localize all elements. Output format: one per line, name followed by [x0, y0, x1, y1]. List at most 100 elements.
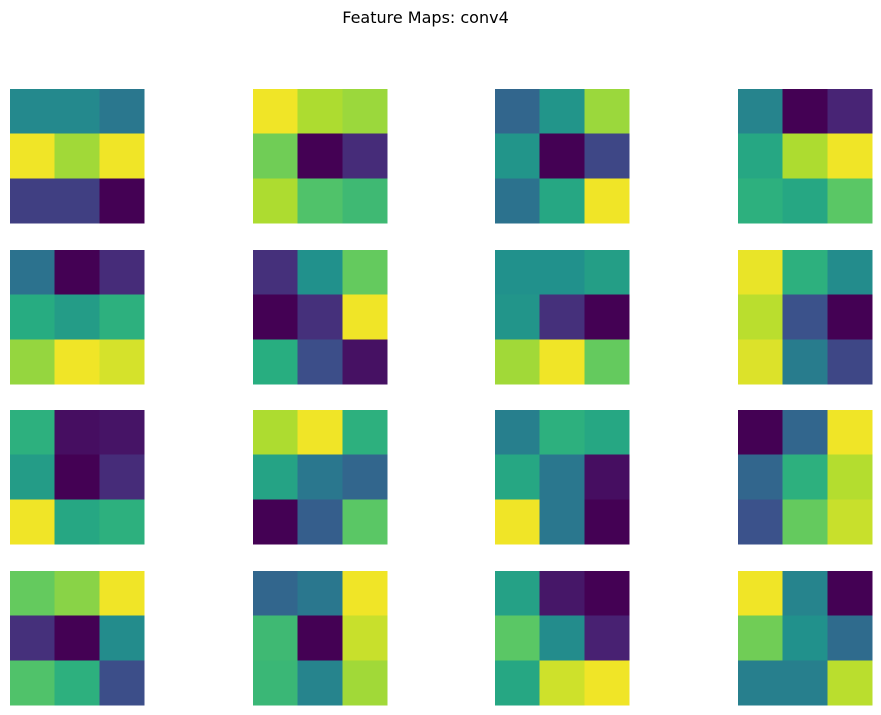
heatmap-cell: [782, 454, 828, 500]
heatmap-cell: [495, 339, 541, 385]
heatmap-cell: [584, 133, 630, 179]
heatmap-cell: [495, 660, 541, 706]
heatmap-cell: [99, 178, 145, 224]
heatmap-cell: [584, 250, 630, 296]
heatmap-cell: [99, 294, 145, 340]
heatmap-cell: [539, 294, 585, 340]
heatmap-cell: [342, 615, 388, 661]
heatmap-cell: [782, 571, 828, 617]
heatmap-cell: [54, 89, 100, 135]
heatmap-cell: [539, 454, 585, 500]
heatmap-cell: [827, 89, 873, 135]
heatmap-cell: [253, 571, 299, 617]
heatmap-cell: [584, 294, 630, 340]
heatmap-cell: [495, 454, 541, 500]
heatmap-cell: [297, 250, 343, 296]
heatmap-cell: [10, 410, 56, 456]
heatmap-cell: [10, 89, 56, 135]
heatmap-cell: [738, 454, 784, 500]
heatmap-cell: [253, 410, 299, 456]
heatmap-cell: [99, 454, 145, 500]
heatmap-cell: [10, 178, 56, 224]
heatmap-cell: [584, 454, 630, 500]
heatmap-cell: [54, 339, 100, 385]
heatmap-cell: [827, 454, 873, 500]
heatmap-cell: [54, 250, 100, 296]
heatmap-cell: [827, 133, 873, 179]
heatmap-cell: [54, 499, 100, 545]
feature-map-5: [10, 250, 145, 385]
heatmap-cell: [297, 294, 343, 340]
figure-title: Feature Maps: conv4: [342, 8, 509, 27]
heatmap-cell: [54, 660, 100, 706]
heatmap-cell: [827, 250, 873, 296]
feature-map-4: [738, 89, 873, 224]
feature-map-7: [495, 250, 630, 385]
heatmap-cell: [539, 410, 585, 456]
heatmap-cell: [539, 615, 585, 661]
heatmap-cell: [297, 615, 343, 661]
heatmap-cell: [342, 454, 388, 500]
heatmap-cell: [99, 410, 145, 456]
heatmap-cell: [738, 294, 784, 340]
heatmap-cell: [827, 410, 873, 456]
heatmap-cell: [297, 454, 343, 500]
heatmap-cell: [539, 133, 585, 179]
heatmap-cell: [584, 178, 630, 224]
heatmap-cell: [10, 250, 56, 296]
heatmap-cell: [54, 410, 100, 456]
heatmap-cell: [253, 660, 299, 706]
feature-map-8: [738, 250, 873, 385]
heatmap-cell: [342, 410, 388, 456]
heatmap-cell: [495, 89, 541, 135]
heatmap-cell: [782, 410, 828, 456]
heatmap-cell: [297, 499, 343, 545]
heatmap-cell: [584, 615, 630, 661]
heatmap-cell: [342, 178, 388, 224]
heatmap-cell: [342, 339, 388, 385]
heatmap-cell: [539, 178, 585, 224]
heatmap-cell: [253, 250, 299, 296]
heatmap-cell: [54, 615, 100, 661]
heatmap-cell: [539, 660, 585, 706]
heatmap-cell: [10, 454, 56, 500]
heatmap-cell: [584, 571, 630, 617]
heatmap-cell: [584, 339, 630, 385]
heatmap-cell: [54, 178, 100, 224]
heatmap-cell: [99, 660, 145, 706]
heatmap-cell: [827, 499, 873, 545]
heatmap-cell: [253, 454, 299, 500]
heatmap-cell: [584, 410, 630, 456]
heatmap-cell: [10, 499, 56, 545]
feature-map-11: [495, 410, 630, 545]
heatmap-cell: [54, 454, 100, 500]
feature-map-13: [10, 571, 145, 706]
heatmap-cell: [782, 250, 828, 296]
heatmap-cell: [99, 571, 145, 617]
heatmap-cell: [495, 615, 541, 661]
heatmap-cell: [99, 499, 145, 545]
heatmap-cell: [495, 410, 541, 456]
heatmap-cell: [342, 89, 388, 135]
heatmap-cell: [782, 294, 828, 340]
heatmap-cell: [10, 660, 56, 706]
heatmap-cell: [738, 178, 784, 224]
heatmap-cell: [738, 339, 784, 385]
heatmap-cell: [253, 339, 299, 385]
heatmap-cell: [10, 615, 56, 661]
heatmap-cell: [342, 499, 388, 545]
heatmap-cell: [297, 89, 343, 135]
heatmap-cell: [54, 294, 100, 340]
heatmap-cell: [99, 339, 145, 385]
heatmap-cell: [495, 133, 541, 179]
feature-map-16: [738, 571, 873, 706]
heatmap-cell: [782, 133, 828, 179]
heatmap-cell: [827, 294, 873, 340]
heatmap-cell: [495, 178, 541, 224]
heatmap-cell: [738, 499, 784, 545]
heatmap-cell: [10, 571, 56, 617]
heatmap-cell: [827, 339, 873, 385]
heatmap-cell: [782, 89, 828, 135]
heatmap-cell: [495, 250, 541, 296]
feature-map-12: [738, 410, 873, 545]
